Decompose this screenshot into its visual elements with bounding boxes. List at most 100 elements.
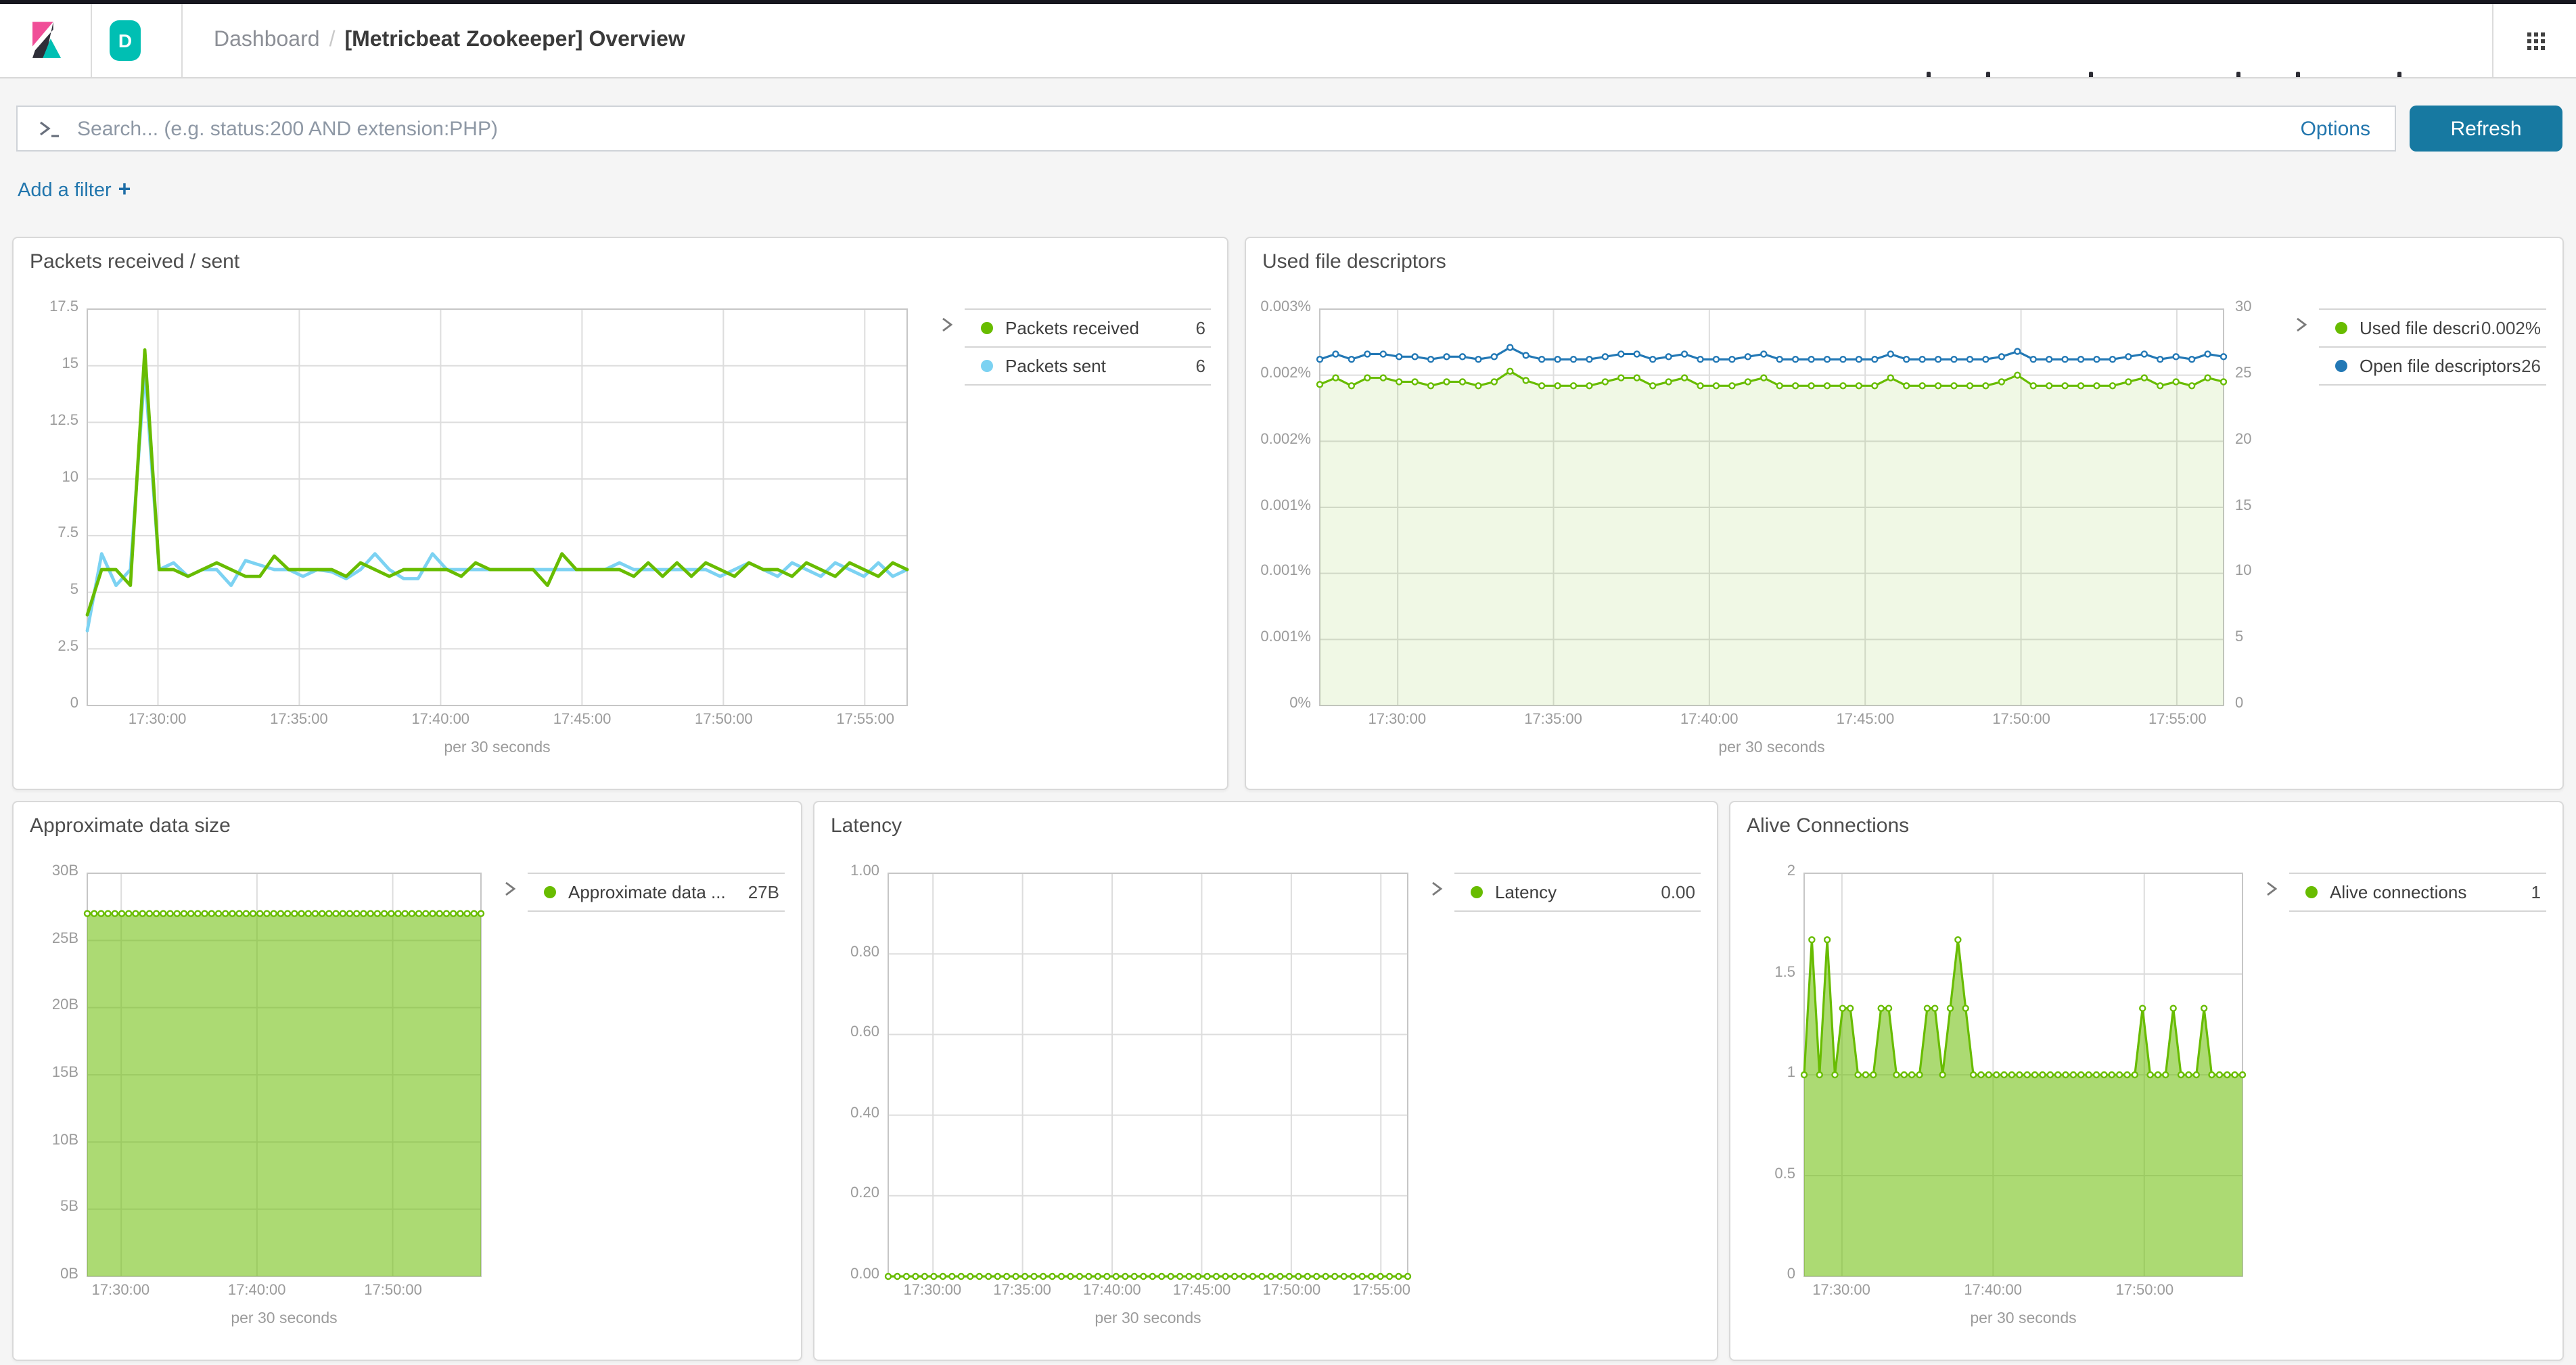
y-axis-tick-label: 0.80 xyxy=(850,944,879,961)
y-axis-tick-label: 0.001% xyxy=(1260,629,1311,646)
x-axis-tick-label: 17:55:00 xyxy=(836,712,894,728)
x-axis-tick-label: 17:50:00 xyxy=(364,1282,422,1299)
x-axis-tick-label: 17:40:00 xyxy=(1680,712,1739,728)
divider xyxy=(181,4,183,77)
right-y-axis-tick-label: 30 xyxy=(2235,299,2252,315)
right-y-axis-tick-label: 25 xyxy=(2235,365,2252,381)
y-axis-tick-label: 2.5 xyxy=(58,639,78,655)
x-axis-tick-label: 17:35:00 xyxy=(993,1282,1051,1299)
series-dot-icon xyxy=(981,360,993,372)
chart-legend: Approximate data ... 27B xyxy=(503,873,785,912)
header-bar: D Dashboard / [Metricbeat Zookeeper] Ove… xyxy=(0,4,2576,78)
x-axis: 17:30:00 17:35:00 17:40:00 17:45:00 17:50:00… xyxy=(888,1282,1410,1304)
legend-label: Packets sent xyxy=(1005,356,1106,376)
legend-item[interactable]: Open file descriptors 26 xyxy=(2319,346,2546,386)
legend-item[interactable]: Approximate data ... 27B xyxy=(528,873,785,912)
legend-item[interactable]: Latency 0.00 xyxy=(1454,873,1701,912)
right-y-axis-tick-label: 15 xyxy=(2235,497,2252,513)
chart-canvas xyxy=(83,873,485,1277)
legend-label: Used file descri... xyxy=(2360,318,2481,338)
y-axis: 0.003% 0.002% 0.002% 0.001% 0.001% 0.001% 0% xyxy=(1260,299,1319,712)
chart-plot[interactable] xyxy=(884,873,1412,1280)
legend-value: 0.00 xyxy=(1661,882,1695,902)
panel-title: Latency xyxy=(831,814,902,837)
legend-value: 6 xyxy=(1195,318,1205,338)
y-axis-tick-label: 0.60 xyxy=(850,1024,879,1041)
breadcrumb-dashboard-link[interactable]: Dashboard xyxy=(214,28,320,51)
chart-canvas xyxy=(884,873,1412,1280)
panel-file-descriptors: Used file descriptors 0.003% 0.002% 0.002%… xyxy=(1245,237,2564,790)
panel-title: Alive Connections xyxy=(1747,814,1910,837)
legend-label: Approximate data ... xyxy=(568,882,726,902)
panel-data-size: Approximate data size 30B 25B 20B 15B 10B 5B 0… xyxy=(12,801,802,1361)
chart-plot[interactable] xyxy=(1316,308,2228,706)
y-axis-tick-label: 0.002% xyxy=(1260,431,1311,448)
chart-legend: Latency 0.00 xyxy=(1430,873,1701,912)
clipped-toolbar-artifact xyxy=(2236,72,2240,77)
legend-item[interactable]: Packets received 6 xyxy=(965,308,1211,346)
add-filter-link[interactable]: Add a filter + xyxy=(18,179,131,202)
refresh-button[interactable]: Refresh xyxy=(2410,106,2562,152)
search-input[interactable] xyxy=(74,116,2301,141)
plus-icon: + xyxy=(118,179,131,202)
legend-toggle-chevron-icon[interactable] xyxy=(503,881,517,897)
y-axis-tick-label: 10 xyxy=(62,469,79,486)
y-axis-tick-label: 1 xyxy=(1787,1065,1795,1081)
x-axis-tick-label: 17:55:00 xyxy=(2148,712,2207,728)
legend-item[interactable]: Alive connections 1 xyxy=(2289,873,2546,912)
space-badge[interactable]: D xyxy=(110,20,141,61)
y-axis-tick-label: 0% xyxy=(1289,695,1311,712)
y-axis-tick-label: 0.002% xyxy=(1260,365,1311,381)
legend-item[interactable]: Packets sent 6 xyxy=(965,346,1211,386)
x-axis-title: per 30 seconds xyxy=(444,740,551,756)
legend-toggle-chevron-icon[interactable] xyxy=(2265,881,2278,897)
window-top-strip xyxy=(0,0,2576,4)
x-axis-tick-label: 17:30:00 xyxy=(1812,1282,1870,1299)
series-dot-icon xyxy=(1471,886,1483,898)
clipped-toolbar-artifact xyxy=(1986,72,1990,77)
legend-value: 27B xyxy=(748,882,779,902)
x-axis-tick-label: 17:30:00 xyxy=(128,712,187,728)
legend-toggle-chevron-icon[interactable] xyxy=(1430,881,1444,897)
clipped-toolbar-artifact xyxy=(2089,72,2093,77)
options-link[interactable]: Options xyxy=(2300,117,2370,140)
panel-title: Used file descriptors xyxy=(1262,250,1446,273)
x-axis-title: per 30 seconds xyxy=(1970,1311,2077,1327)
chart-plot[interactable] xyxy=(85,308,909,706)
legend-label: Open file descriptors xyxy=(2360,356,2521,376)
breadcrumb-current-page: [Metricbeat Zookeeper] Overview xyxy=(344,28,685,51)
y-axis-tick-label: 0 xyxy=(1787,1266,1795,1282)
panel-latency: Latency 1.00 0.80 0.60 0.40 0.20 0.00 17:30:0… xyxy=(813,801,1718,1361)
y-axis-tick-label: 0.5 xyxy=(1774,1165,1795,1182)
legend-label: Alive connections xyxy=(2330,882,2467,902)
kibana-logo[interactable] xyxy=(32,22,64,60)
right-y-axis-tick-label: 0 xyxy=(2235,695,2244,712)
legend-toggle-chevron-icon[interactable] xyxy=(940,317,954,333)
series-dot-icon xyxy=(981,322,993,334)
x-axis-tick-label: 17:30:00 xyxy=(903,1282,962,1299)
y-axis-tick-label: 0.40 xyxy=(850,1105,879,1121)
y-axis-tick-label: 0.001% xyxy=(1260,497,1311,513)
x-axis-tick-label: 17:50:00 xyxy=(2115,1282,2174,1299)
y-axis-tick-label: 20B xyxy=(51,997,78,1014)
x-axis: 17:30:00 17:40:00 17:50:00 xyxy=(1803,1282,2243,1304)
chart-plot[interactable] xyxy=(1800,873,2247,1277)
legend-item[interactable]: Used file descri... 0.002% xyxy=(2319,308,2546,346)
y-axis-tick-label: 0.003% xyxy=(1260,299,1311,315)
y-axis-tick-label: 1.5 xyxy=(1774,964,1795,980)
y-axis-tick-label: 2 xyxy=(1787,863,1795,879)
x-axis-tick-label: 17:50:00 xyxy=(1262,1282,1321,1299)
apps-menu-icon[interactable] xyxy=(2527,32,2545,57)
divider xyxy=(91,4,92,77)
x-axis-title: per 30 seconds xyxy=(1095,1311,1201,1327)
clipped-toolbar-artifact xyxy=(2296,72,2300,77)
y-axis-tick-label: 15B xyxy=(51,1065,78,1081)
chart-plot[interactable] xyxy=(83,873,485,1277)
x-axis-tick-label: 17:50:00 xyxy=(1992,712,2050,728)
y-axis-tick-label: 30B xyxy=(51,863,78,879)
y-axis-tick-label: 7.5 xyxy=(58,525,78,542)
x-axis-tick-label: 17:45:00 xyxy=(1172,1282,1231,1299)
legend-toggle-chevron-icon[interactable] xyxy=(2295,317,2308,333)
x-axis-tick-label: 17:40:00 xyxy=(1964,1282,2022,1299)
right-y-axis-tick-label: 5 xyxy=(2235,629,2244,646)
